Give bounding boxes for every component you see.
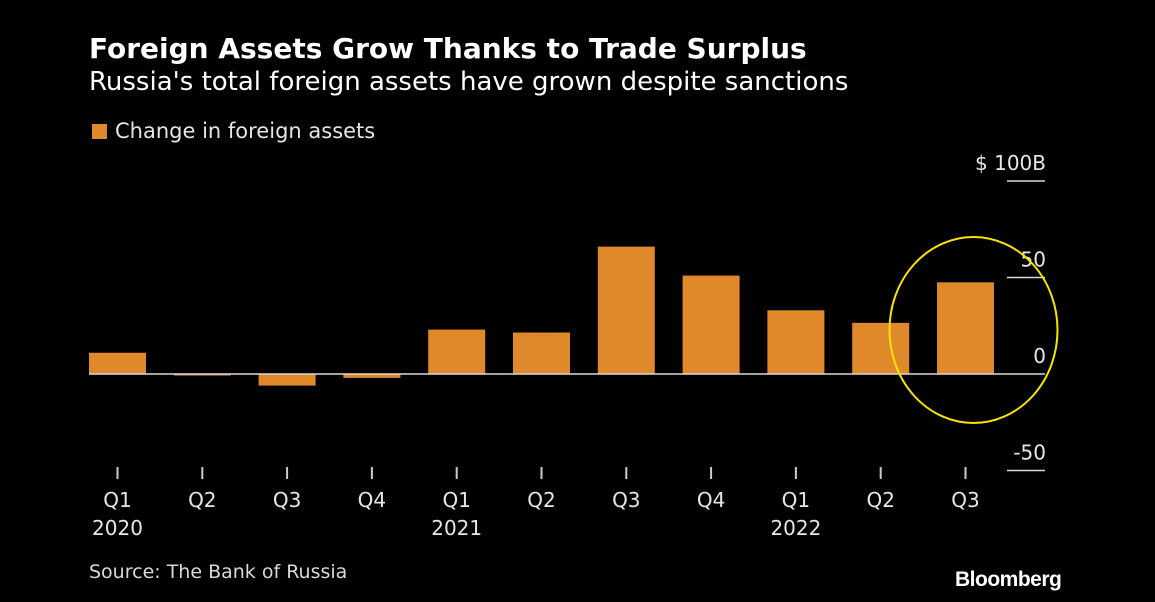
bloomberg-logo: Bloomberg bbox=[955, 568, 1062, 591]
bar bbox=[89, 352, 146, 374]
bar bbox=[343, 374, 401, 378]
bar bbox=[852, 322, 910, 374]
bar bbox=[258, 374, 316, 386]
y-tick-label: -50 bbox=[1013, 441, 1046, 465]
x-tick-label: Q2 bbox=[866, 488, 894, 512]
bar bbox=[513, 332, 570, 374]
bar bbox=[767, 310, 825, 374]
source-note: Source: The Bank of Russia bbox=[89, 561, 348, 583]
highlight-circle bbox=[888, 236, 1059, 424]
y-tick-label: 50 bbox=[1021, 248, 1046, 272]
x-tick-label: Q3 bbox=[951, 488, 979, 512]
x-tick-label: Q2 bbox=[188, 488, 216, 512]
x-tick-label: Q1 bbox=[442, 488, 470, 512]
x-tick-label: Q1 bbox=[103, 488, 131, 512]
legend: Change in foreign assets bbox=[92, 119, 375, 143]
y-tick-label: $ 100B bbox=[975, 151, 1046, 175]
x-year-label: 2020 bbox=[92, 516, 143, 540]
chart-subtitle: Russia's total foreign assets have grown… bbox=[89, 67, 849, 97]
chart-title: Foreign Assets Grow Thanks to Trade Surp… bbox=[89, 32, 807, 65]
bar bbox=[597, 246, 655, 374]
x-tick-label: Q2 bbox=[527, 488, 555, 512]
x-tick-label: Q3 bbox=[612, 488, 640, 512]
legend-swatch bbox=[92, 123, 107, 139]
bar bbox=[682, 275, 740, 374]
x-tick-label: Q1 bbox=[782, 488, 810, 512]
bar bbox=[937, 282, 994, 374]
y-tick-label: 0 bbox=[1033, 344, 1046, 368]
legend-label: Change in foreign assets bbox=[115, 119, 376, 143]
bar bbox=[428, 329, 486, 374]
x-year-label: 2021 bbox=[431, 516, 482, 540]
x-year-label: 2022 bbox=[770, 516, 821, 540]
x-tick-label: Q4 bbox=[358, 488, 386, 512]
x-tick-label: Q3 bbox=[273, 488, 301, 512]
x-tick-label: Q4 bbox=[697, 488, 725, 512]
